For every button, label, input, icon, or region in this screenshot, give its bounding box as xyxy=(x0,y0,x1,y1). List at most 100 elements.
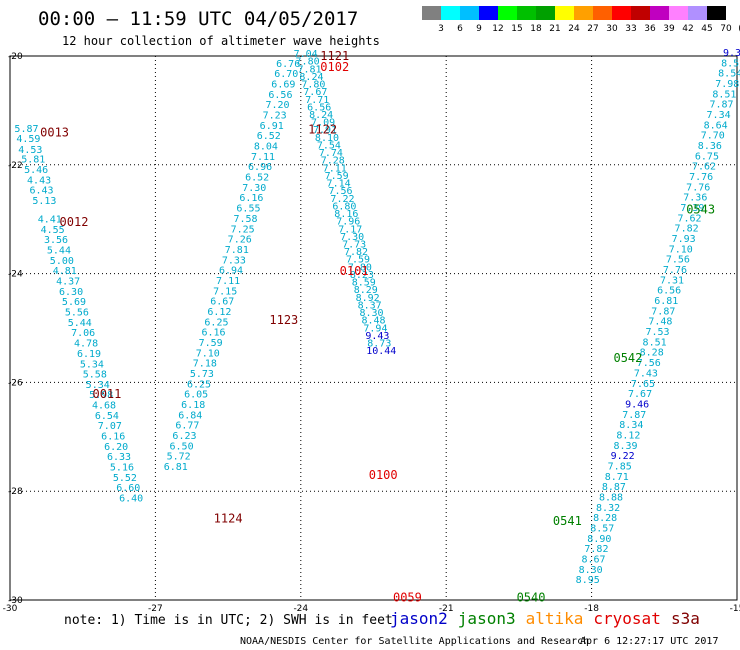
swh-value: 6.56 xyxy=(657,286,681,297)
colorbar-label: 24 xyxy=(568,24,580,34)
swh-value: 7.23 xyxy=(263,111,287,122)
swh-value: 7.25 xyxy=(231,224,255,235)
swh-value: 6.81 xyxy=(654,296,678,307)
swh-value: 6.52 xyxy=(257,131,281,142)
swh-value: 7.80 xyxy=(296,57,320,68)
swh-value: 8.87 xyxy=(602,482,626,493)
swh-value: 5.44 xyxy=(68,318,92,329)
swh-value: 8.71 xyxy=(605,472,629,483)
swh-value: 7.91 xyxy=(313,125,337,136)
swh-value: 8.04 xyxy=(254,142,278,153)
pass-time-label: 0059 xyxy=(393,590,422,604)
colorbar-label: 3 xyxy=(438,24,444,34)
swh-value: 7.15 xyxy=(213,286,237,297)
swh-value: 7.59 xyxy=(199,338,223,349)
swh-value: 8.51 xyxy=(712,89,736,100)
swh-value: 7.82 xyxy=(344,247,368,258)
swh-value: 6.05 xyxy=(184,390,208,401)
plot-frame xyxy=(9,55,738,601)
swh-value: 6.91 xyxy=(260,121,284,132)
swh-value: 6.67 xyxy=(210,297,234,308)
swh-value: 7.87 xyxy=(709,100,733,111)
swh-value: 7.53 xyxy=(645,327,669,338)
colorbar-swatch xyxy=(612,6,631,20)
x-tick-label: -15 xyxy=(730,604,740,614)
swh-value: 4.37 xyxy=(56,276,80,287)
swh-value: 6.84 xyxy=(178,410,202,421)
swh-value: 6.20 xyxy=(104,442,128,453)
swh-value: 8.23 xyxy=(350,270,374,281)
pass-time-label: 0541 xyxy=(553,514,582,528)
chart-subtitle: 12 hour collection of altimeter wave hei… xyxy=(62,34,380,48)
swh-value: 6.96 xyxy=(248,162,272,173)
swh-value: 7.36 xyxy=(683,193,707,204)
swh-value: 5.56 xyxy=(65,307,89,318)
swh-value: 7.31 xyxy=(660,275,684,286)
colorbar-swatch xyxy=(707,6,726,20)
colorbar-swatch xyxy=(688,6,707,20)
swh-value: 7.07 xyxy=(98,421,122,432)
swh-value: 6.18 xyxy=(181,400,205,411)
colorbar-swatch xyxy=(631,6,650,20)
pass-time-label: 0540 xyxy=(517,590,546,604)
colorbar-swatch xyxy=(498,6,517,20)
swh-value: 8.34 xyxy=(619,420,643,431)
swh-value: 5.00 xyxy=(50,256,74,267)
pass-time-label: 0101 xyxy=(340,264,369,278)
swh-value: 6.16 xyxy=(202,328,226,339)
colorbar-label: 70 xyxy=(720,24,732,34)
swh-value: 7.11 xyxy=(216,276,240,287)
colorbar-label: 45 xyxy=(701,24,712,34)
colorbar-label: 30 xyxy=(606,24,618,34)
x-tick-label: -30 xyxy=(3,604,18,614)
swh-value: 4.55 xyxy=(41,225,65,236)
swh-value: 7.59 xyxy=(346,255,370,266)
swh-value: 6.54 xyxy=(95,411,119,422)
note-text: note: 1) Time is in UTC; 2) SWH is in fe… xyxy=(64,613,393,628)
x-tick-label: -21 xyxy=(439,604,454,614)
track-t4: 9.388.528.547.988.517.877.348.647.708.36… xyxy=(576,48,740,586)
swh-value: 8.67 xyxy=(581,554,605,565)
colorbar-swatch xyxy=(517,6,536,20)
swh-value: 7.93 xyxy=(672,234,696,245)
swh-value: 7.28 xyxy=(321,156,345,167)
swh-value: 6.19 xyxy=(77,349,101,360)
pass-time-label: 1124 xyxy=(214,511,243,525)
swh-value: 5.34 xyxy=(86,380,110,391)
swh-value: 5.98 xyxy=(89,390,113,401)
swh-value: 6.43 xyxy=(29,186,53,197)
swh-value: 8.48 xyxy=(361,316,385,327)
swh-value: 7.56 xyxy=(637,358,661,369)
swh-value: 8.29 xyxy=(354,285,378,296)
colorbar-label: 21 xyxy=(549,24,560,34)
swh-value: 8.95 xyxy=(576,575,600,586)
pass-time-label: 1121 xyxy=(320,49,349,63)
swh-value: 7.80 xyxy=(348,262,372,273)
colorbar-label: 6 xyxy=(457,24,463,34)
swh-value: 9.43 xyxy=(365,331,389,342)
swh-value: 8.88 xyxy=(599,492,623,503)
swh-value: 7.87 xyxy=(622,410,646,421)
swh-value: 6.76 xyxy=(276,59,300,70)
swh-value: 5.72 xyxy=(167,452,191,463)
satellite-jason3: jason3 xyxy=(458,609,516,628)
pass-time-label: 0013 xyxy=(40,126,69,140)
swh-value: 6.55 xyxy=(236,204,260,215)
pass-time-label: 0100 xyxy=(369,468,398,482)
swh-value: 6.60 xyxy=(116,483,140,494)
swh-value: 7.98 xyxy=(715,79,739,90)
swh-value: 4.68 xyxy=(92,401,116,412)
swh-value: 7.34 xyxy=(707,110,731,121)
x-tick-label: -24 xyxy=(293,604,308,614)
track-t1: 5.874.594.535.815.464.436.435.13 4.414.55… xyxy=(14,124,143,504)
colorbar-label: 12 xyxy=(492,24,503,34)
swh-value: 8.37 xyxy=(358,300,382,311)
swh-value: 7.22 xyxy=(330,194,354,205)
swh-value: 6.52 xyxy=(245,173,269,184)
swh-value: 7.82 xyxy=(584,544,608,555)
swh-value: 7.87 xyxy=(651,306,675,317)
swh-value: 6.12 xyxy=(207,307,231,318)
swh-value: 9.38 xyxy=(723,48,740,59)
swh-value: 8.28 xyxy=(640,348,664,359)
